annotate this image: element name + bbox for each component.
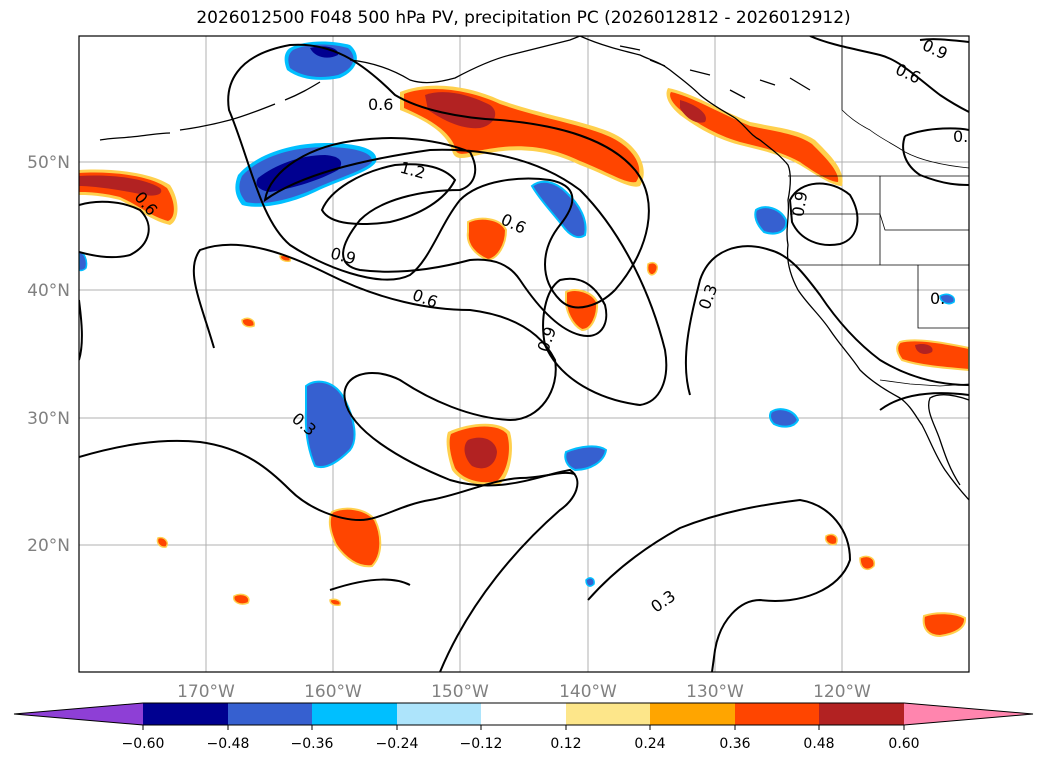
precip-pos-se: [922, 612, 967, 638]
precip-neg-dot-1: [585, 577, 595, 587]
contour-label: 0.6: [368, 95, 393, 114]
precip-pos-dot-1: [859, 555, 876, 571]
colorbar-tick-label: 0.12: [550, 736, 581, 752]
precip-pos-ca-coast: [896, 339, 969, 372]
contour-0.6-south: [192, 243, 579, 672]
contour-0.3-east: [684, 245, 969, 396]
precip-neg-south-central: [304, 380, 356, 468]
colorbar-tick-label: 0.60: [888, 736, 919, 752]
coastline-canada-islands: [619, 45, 811, 99]
coastline-aleutians-1: [99, 132, 171, 141]
contour-0.9-center: [263, 137, 668, 407]
precip-neg-oregon-coast: [754, 206, 788, 235]
colorbar-segment: [397, 703, 481, 725]
contour-0.6-west: [79, 200, 150, 259]
political-boundaries: [788, 36, 969, 387]
contour-0.9-bc: [788, 182, 859, 246]
colorbar-segment: [819, 703, 904, 725]
precip-pos-mid-1: [466, 217, 508, 262]
coastline-alaska-gulf: [349, 36, 581, 84]
border-ca-nv: [917, 265, 969, 329]
map-frame: [78, 35, 970, 673]
precip-pos-dot-7: [329, 598, 342, 606]
contour-0.3-ca: [879, 392, 969, 411]
coastline-aleutians-2: [179, 103, 276, 131]
precip-pos-dot-5: [241, 317, 256, 328]
precip-pos-dot-2: [824, 533, 838, 546]
precip-pos-mid-2: [564, 289, 599, 332]
lat-label: 50°N: [27, 153, 70, 173]
contour-label: 0.: [930, 289, 945, 308]
colorbar-segment: [228, 703, 312, 725]
contour-label: 0.9: [788, 190, 811, 218]
map-title: 2026012500 F048 500 hPa PV, precipitatio…: [196, 8, 851, 28]
lon-label: 120°W: [813, 682, 871, 702]
contour-0.6-ne: [809, 36, 969, 113]
colorbar-extend-min: [14, 703, 143, 725]
precip-pos-dot-8: [646, 261, 659, 276]
colorbar-tick-label: −0.12: [460, 736, 503, 752]
lon-label: 160°W: [304, 682, 362, 702]
border-wa-or: [790, 213, 969, 231]
pv-contours: [79, 36, 969, 672]
colorbar-segment: [566, 703, 650, 725]
contour-0.3-wave: [79, 439, 576, 522]
precip-pos-dot-3: [232, 593, 250, 605]
precip-neg-sub-1: [564, 445, 608, 472]
contour-0.9-ne-corner: [919, 38, 969, 43]
coastline-baja: [928, 394, 969, 486]
latitude-labels: 50°N 40°N 30°N 20°N: [27, 153, 70, 556]
precip-neg-mid: [530, 180, 587, 239]
colorbar-tick-label: 0.24: [634, 736, 665, 752]
lon-label: 130°W: [686, 682, 744, 702]
colorbar: −0.60 −0.48 −0.36 −0.24 −0.12 0.12 0.24 …: [13, 702, 1034, 752]
precip-pos-dot-4: [156, 536, 169, 548]
colorbar-tick-label: −0.24: [376, 736, 419, 752]
coastline-alaska-bc: [579, 36, 969, 501]
precip-neg-dot-2: [939, 293, 956, 305]
lat-label: 30°N: [27, 409, 70, 429]
coastlines: [99, 36, 969, 501]
contour-0.6-north: [227, 43, 650, 309]
contour-1.2: [320, 163, 457, 225]
colorbar-segment: [143, 703, 228, 725]
colorbar-segment: [650, 703, 735, 725]
lon-label: 140°W: [559, 682, 617, 702]
colorbar-segment: [481, 703, 566, 725]
colorbar-tick-label: −0.48: [207, 736, 250, 752]
colorbar-tick-label: 0.36: [719, 736, 750, 752]
lat-label: 20°N: [27, 536, 70, 556]
border-alaska-canada: [841, 36, 969, 169]
colorbar-segment: [312, 703, 397, 725]
colorbar-tick-label: −0.36: [291, 736, 334, 752]
colorbar-segment: [735, 703, 819, 725]
contour-label: 0.: [953, 127, 968, 146]
colorbar-extend-max: [904, 703, 1033, 725]
contour-0.3-bottom: [329, 578, 411, 591]
precip-pos-hawaii: [328, 507, 382, 568]
colorbar-tick-label: 0.48: [803, 736, 834, 752]
contour-0.3-tropic: [587, 498, 852, 672]
contour-0.6-bc: [902, 127, 969, 186]
precip-neg-ca-offshore: [769, 408, 800, 428]
longitude-labels: 170°W 160°W 150°W 140°W 130°W 120°W: [177, 682, 871, 702]
coastline-aleutians-3: [284, 81, 321, 101]
colorbar-tick-label: −0.60: [122, 736, 165, 752]
lon-label: 170°W: [177, 682, 235, 702]
lat-label: 40°N: [27, 281, 70, 301]
lon-label: 150°W: [431, 682, 489, 702]
